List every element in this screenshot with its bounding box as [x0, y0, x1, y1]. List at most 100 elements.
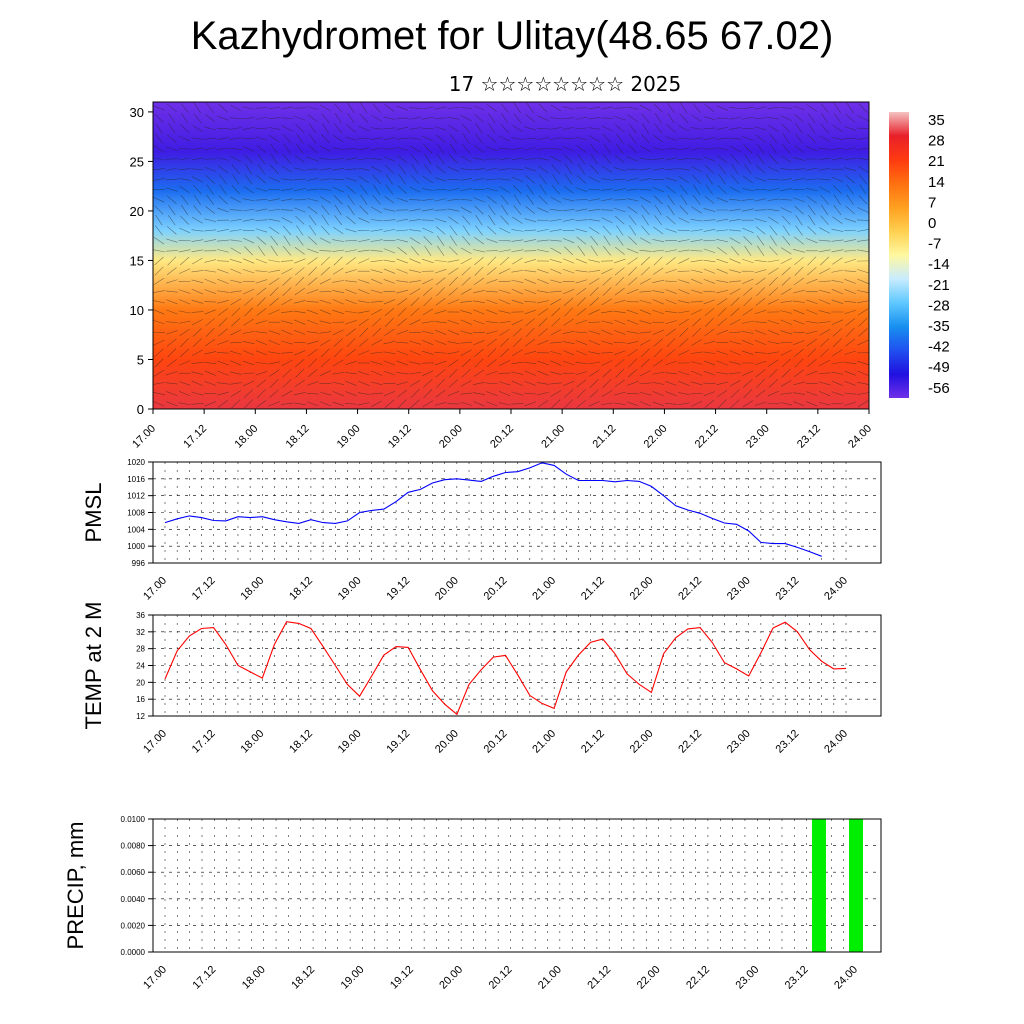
y-tick-label: 15	[130, 253, 144, 268]
series-line	[164, 621, 847, 716]
chart-subtitle: 17 ☆☆☆☆☆☆☆☆ 2025	[448, 72, 682, 96]
y-tick-label: 0.0060	[121, 868, 146, 877]
x-tick-label: 18.00	[232, 423, 260, 451]
colorbar-label: -21	[928, 277, 950, 294]
colorbar-label: 35	[928, 112, 945, 129]
x-tick-label: 17.00	[141, 575, 169, 603]
colorbar-label: -49	[928, 359, 950, 376]
y-axis-label: TEMP at 2 M	[81, 602, 106, 730]
colorbar-label: 14	[928, 174, 945, 191]
colorbar-label: 7	[928, 194, 936, 211]
x-tick-label: 17.12	[190, 575, 218, 603]
x-tick-label: 17.00	[130, 423, 158, 451]
x-tick-label: 19.00	[339, 964, 367, 992]
x-tick-label: 22.00	[635, 964, 663, 992]
x-tick-label: 19.12	[384, 728, 412, 756]
y-tick-label: 0	[137, 402, 144, 417]
y-tick-label: 5	[137, 352, 144, 367]
x-tick-label: 21.00	[530, 728, 558, 756]
x-tick-label: 20.12	[488, 423, 516, 451]
x-tick-label: 22.12	[676, 728, 704, 756]
x-tick-label: 20.12	[482, 728, 510, 756]
colorbar-label: -14	[928, 256, 950, 273]
colorbar-label: 21	[928, 153, 945, 170]
y-tick-label: 24	[136, 662, 145, 671]
x-tick-label: 23.12	[795, 423, 823, 451]
precip-panel: 0.0000 0.0020 0.0040 0.0060 0.0080 0.0100 17.0…	[63, 815, 882, 992]
x-tick-label: 18.12	[287, 728, 315, 756]
precip-bar	[849, 819, 863, 952]
x-tick-label: 22.00	[628, 728, 656, 756]
x-tick-label: 18.00	[240, 964, 268, 992]
panel-frame	[152, 461, 882, 564]
colorbar-label: 0	[928, 215, 936, 232]
colorbar-label: -35	[928, 318, 950, 335]
pmsl-panel: 996 1000 1004 1008 1012 1016 1020 17.00 17.12 18.…	[81, 458, 882, 603]
x-tick-label: 23.12	[774, 575, 802, 603]
y-tick-label: 1000	[127, 542, 145, 551]
x-tick-label: 19.12	[386, 423, 414, 451]
colorbar-label: -42	[928, 339, 950, 356]
temperature-field	[153, 102, 869, 409]
panel-frame	[152, 614, 882, 717]
x-tick-label: 17.00	[141, 964, 169, 992]
y-tick-label: 30	[130, 105, 144, 120]
y-tick-label: 1004	[127, 525, 145, 534]
x-tick-label: 19.12	[384, 575, 412, 603]
x-tick-label: 23.12	[783, 964, 811, 992]
x-tick-label: 24.00	[846, 423, 874, 451]
x-tick-label: 22.12	[676, 575, 704, 603]
y-tick-label: 0.0080	[121, 842, 146, 851]
y-tick-label: 0.0000	[121, 948, 146, 957]
x-tick-label: 22.12	[684, 964, 712, 992]
y-tick-label: 25	[130, 154, 144, 169]
x-tick-label: 17.12	[191, 964, 219, 992]
precip-bar	[811, 819, 826, 952]
x-tick-label: 17.00	[141, 728, 169, 756]
y-tick-label: 1020	[127, 458, 145, 467]
x-tick-label: 24.00	[822, 728, 850, 756]
y-tick-label: 16	[136, 695, 145, 704]
y-tick-label: 20	[136, 678, 145, 687]
wind-barbs	[153, 102, 869, 409]
x-tick-label: 21.12	[579, 728, 607, 756]
y-tick-label: 32	[136, 628, 145, 637]
x-tick-label: 19.00	[336, 575, 364, 603]
x-tick-label: 20.00	[437, 964, 465, 992]
x-tick-label: 22.00	[642, 423, 670, 451]
x-tick-label: 17.12	[181, 423, 209, 451]
colorbar-label: 28	[928, 133, 945, 150]
x-tick-label: 24.00	[822, 575, 850, 603]
x-tick-label: 20.12	[482, 575, 510, 603]
colorbar-label: -56	[928, 380, 950, 397]
temp-2m-panel: 12 16 20 24 28 32 36 17.00 17.12 18.00 18.12 19.00 1…	[81, 602, 882, 756]
x-tick-label: 17.12	[190, 728, 218, 756]
x-tick-label: 20.12	[487, 964, 515, 992]
x-tick-label: 23.00	[744, 423, 772, 451]
x-tick-label: 22.12	[693, 423, 721, 451]
y-tick-label: 1016	[127, 475, 145, 484]
x-tick-label: 19.12	[388, 964, 416, 992]
x-tick-label: 20.00	[433, 728, 461, 756]
x-tick-label: 18.12	[284, 423, 312, 451]
x-tick-label: 18.00	[238, 728, 266, 756]
y-axis-label: PMSL	[81, 483, 106, 543]
series-line	[164, 462, 822, 557]
colorbar: 35 28 21 14 7 0 -7 -14 -21 -28 -35 -42 -49 -56	[889, 112, 950, 398]
x-tick-label: 18.12	[289, 964, 317, 992]
y-tick-label: 0.0040	[121, 895, 146, 904]
y-tick-label: 0.0100	[121, 815, 146, 824]
y-tick-label: 0.0020	[121, 921, 146, 930]
x-tick-label: 21.00	[536, 964, 564, 992]
y-tick-label: 10	[130, 303, 144, 318]
x-tick-label: 21.00	[530, 575, 558, 603]
temperature-height-panel: 0 5 10 15 20 25 30 17.00 17.12 18.00 18.12 19.00 19.…	[130, 101, 874, 451]
y-tick-label: 28	[136, 645, 145, 654]
y-axis-label: PRECIP, mm	[63, 822, 88, 950]
panel-frame	[152, 818, 882, 953]
colorbar-label: -7	[928, 236, 941, 253]
x-tick-label: 22.00	[628, 575, 656, 603]
x-tick-label: 19.00	[336, 728, 364, 756]
y-tick-label: 36	[136, 611, 145, 620]
